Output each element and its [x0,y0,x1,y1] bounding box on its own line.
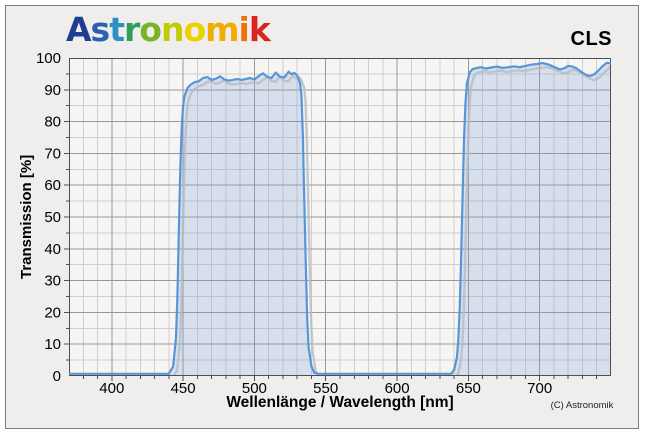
logo-letter: r [123,10,140,49]
grid-major [69,58,611,376]
astronomik-logo: Astronomik [66,10,271,49]
x-tick-label: 550 [313,380,338,397]
logo-letter: o [139,10,162,49]
x-tick-label: 500 [242,380,267,397]
tick-labels: 400 450 500 550 600 650 700 0 10 20 30 40 50 60 70 80 90… [36,50,552,397]
y-tick-label: 40 [44,241,61,258]
logo-letter: t [109,10,125,49]
y-tick-label: 30 [44,273,61,290]
axis-ticks [64,73,598,381]
x-tick-label: 400 [99,380,124,397]
logo-letter: k [248,10,271,49]
y-tick-label: 20 [44,304,61,321]
logo-letter: n [160,10,184,49]
y-tick-label: 100 [36,50,61,67]
logo-letter: s [90,10,111,49]
logo-letter: o [183,10,206,49]
x-tick-label: 600 [385,380,410,397]
x-tick-label: 450 [171,380,196,397]
y-tick-label: 60 [44,177,61,194]
y-tick-label: 0 [53,368,61,385]
logo-letter: m [205,10,239,49]
logo-letter: i [238,10,250,49]
filter-name-label: CLS [570,28,612,50]
plot-border [69,58,611,376]
x-axis-title: Wellenlänge / Wavelength [nm] [226,394,454,411]
transmission-curve [69,61,611,375]
curve-fill [69,62,611,376]
y-tick-label: 70 [44,145,61,162]
copyright-label: (C) Astronomik [550,400,614,411]
filter-chart-figure: Astronomik CLS Transmission [%] 400 450 50… [5,5,639,429]
x-tick-label: 700 [527,380,552,397]
y-tick-label: 10 [44,336,61,353]
y-tick-label: 80 [44,114,61,131]
y-tick-label: 90 [44,82,61,99]
transmission-chart: 400 450 500 550 600 650 700 0 10 20 30 40 50 60 70 80 90… [36,50,611,397]
y-tick-label: 50 [44,209,61,226]
x-tick-label: 650 [456,380,481,397]
y-axis-title: Transmission [%] [18,154,35,280]
curve-shadow [172,65,611,376]
logo-letter: A [66,10,92,49]
